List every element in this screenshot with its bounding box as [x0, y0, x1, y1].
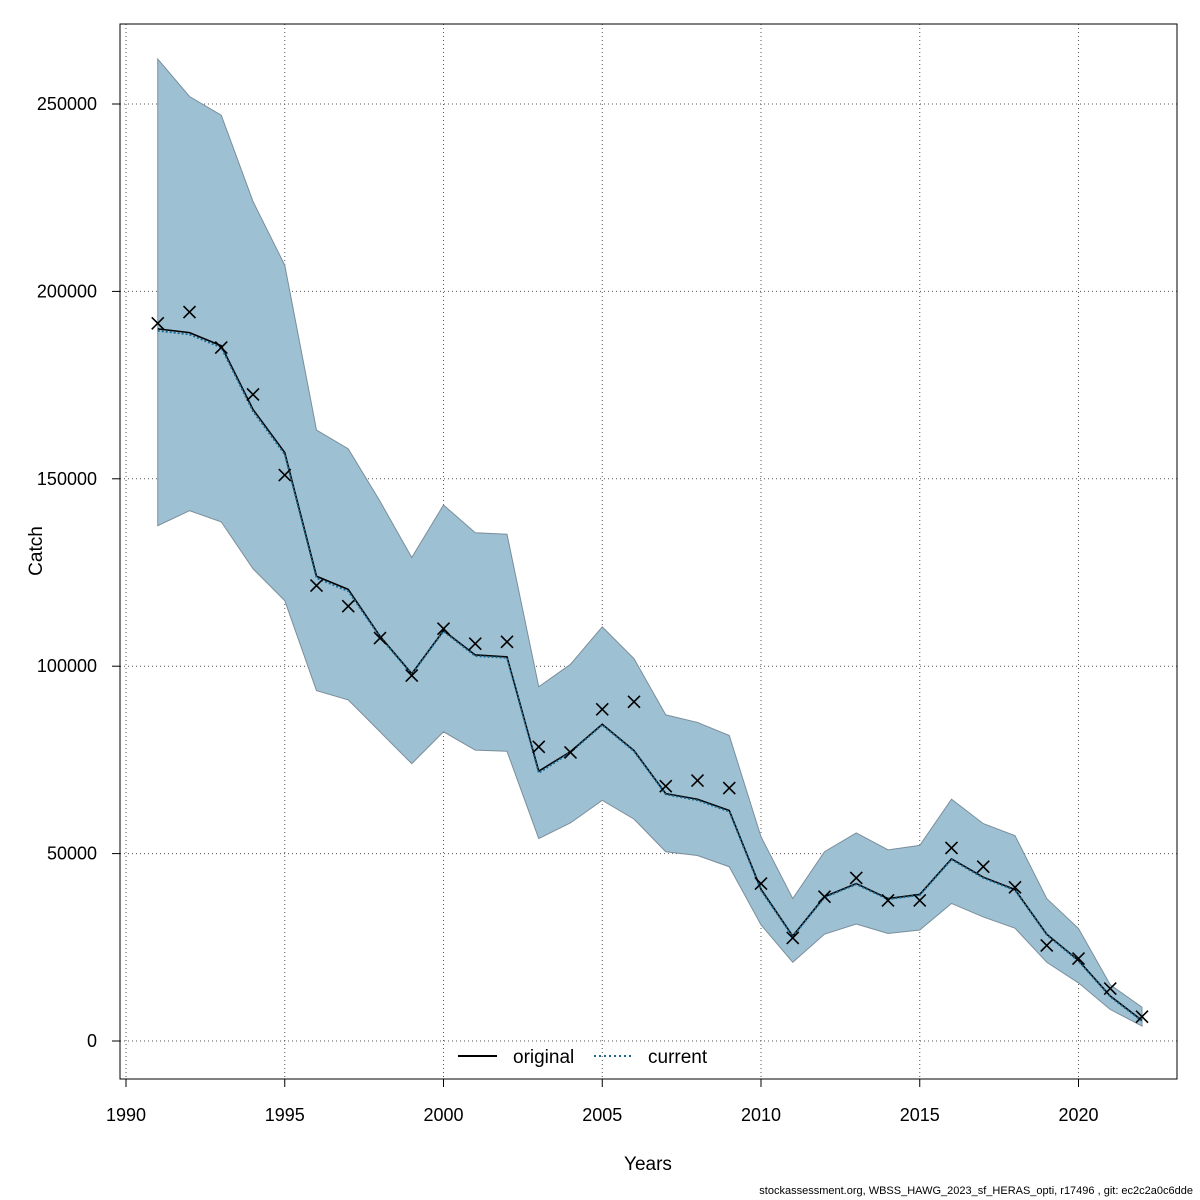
legend: original current	[458, 1047, 708, 1068]
observed-point-stroke	[690, 773, 705, 788]
observed-point	[246, 387, 260, 402]
observed-point-stroke	[405, 669, 419, 683]
observed-point-stroke	[309, 579, 324, 593]
footer-credit: stockassessment.org, WBSS_HAWG_2023_sf_H…	[759, 1185, 1193, 1197]
observed-point	[849, 871, 863, 885]
observed-point-stroke	[151, 316, 165, 330]
observed-point-stroke	[881, 893, 895, 908]
observed-point-stroke	[1135, 1010, 1149, 1024]
observed-point	[913, 893, 927, 908]
observed-point-stroke	[913, 893, 927, 908]
observed-point	[1103, 981, 1117, 996]
observed-point	[500, 635, 514, 649]
y-tick-label: 250000	[37, 94, 97, 114]
x-tick-label: 2005	[582, 1105, 622, 1125]
observed-point-stroke	[278, 468, 292, 482]
observed-point-stroke	[976, 860, 990, 874]
observed-point	[468, 637, 482, 651]
observed-point	[563, 745, 578, 759]
legend-label-current: current	[648, 1047, 708, 1068]
observed-point	[532, 740, 546, 754]
observed-point	[341, 599, 355, 613]
observed-point-stroke	[1008, 880, 1022, 894]
x-tick-label: 2020	[1058, 1105, 1098, 1125]
x-tick-label: 1990	[106, 1105, 146, 1125]
observed-point-stroke	[436, 622, 451, 636]
observed-point-stroke	[373, 631, 387, 645]
observed-point	[436, 622, 451, 636]
x-tick-label: 2000	[423, 1105, 463, 1125]
y-tick-label: 100000	[37, 656, 97, 676]
observed-point-stroke	[246, 387, 260, 402]
x-tick-label: 2010	[741, 1105, 781, 1125]
observed-point-stroke	[722, 781, 736, 795]
observed-point-stroke	[817, 890, 832, 904]
observed-point	[1071, 951, 1086, 966]
observed-point	[817, 890, 832, 904]
observed-point-stroke	[754, 877, 768, 891]
observed-point	[595, 702, 609, 716]
observed-point	[786, 931, 800, 945]
observed-point-stroke	[1103, 981, 1117, 996]
y-tick-label: 200000	[37, 281, 97, 301]
observed-point-stroke	[563, 745, 578, 759]
observed-point	[1040, 938, 1054, 952]
observed-point	[405, 669, 419, 683]
y-tick-label: 50000	[47, 844, 97, 864]
y-axis-title: Catch	[26, 526, 47, 576]
observed-point	[944, 841, 959, 855]
observed-point	[151, 316, 165, 330]
observed-point-stroke	[468, 637, 482, 651]
observed-point	[881, 893, 895, 908]
observed-point	[373, 631, 387, 645]
x-axis-title: Years	[624, 1154, 672, 1175]
observed-point	[690, 773, 705, 788]
x-tick-label: 1995	[265, 1105, 305, 1125]
observed-point-stroke	[214, 341, 228, 355]
y-tick-label: 0	[87, 1031, 97, 1051]
observed-point-stroke	[1071, 951, 1086, 966]
observed-point-stroke	[849, 871, 863, 885]
observed-point	[309, 579, 324, 593]
observed-point-stroke	[786, 931, 800, 945]
axes: 1990 1995 2000 2005 2010 2015 2020 0 50000 100000…	[37, 94, 1099, 1125]
observed-point	[214, 341, 228, 355]
observed-point-stroke	[182, 305, 197, 319]
observed-point	[278, 468, 292, 482]
observed-point-stroke	[500, 635, 514, 649]
x-tick-label: 2015	[900, 1105, 940, 1125]
y-tick-label: 150000	[37, 469, 97, 489]
observed-point	[1135, 1010, 1149, 1024]
observed-markers	[151, 305, 1149, 1024]
observed-point	[659, 779, 673, 793]
observed-point-stroke	[341, 599, 355, 613]
observed-point-stroke	[659, 779, 673, 793]
legend-label-original: original	[513, 1047, 574, 1068]
observed-point	[627, 695, 641, 709]
observed-point-stroke	[627, 695, 641, 709]
observed-point-stroke	[1040, 938, 1054, 952]
observed-point	[976, 860, 990, 874]
observed-point	[182, 305, 197, 319]
observed-point	[722, 781, 736, 795]
observed-point-stroke	[532, 740, 546, 754]
observed-point-stroke	[944, 841, 959, 855]
observed-point	[754, 877, 768, 891]
observed-point	[1008, 880, 1022, 894]
observed-point-stroke	[595, 702, 609, 716]
